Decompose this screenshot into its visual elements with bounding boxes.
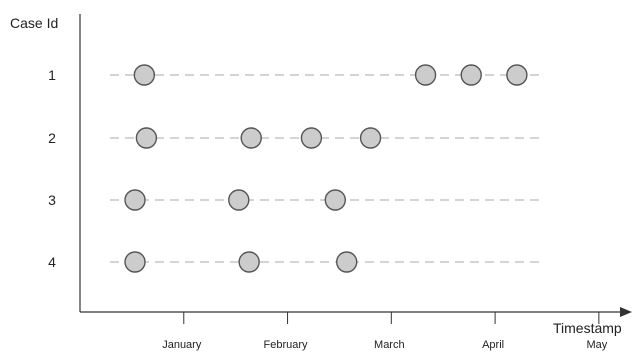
- event-point-case-3: [324, 189, 346, 211]
- y-tick-label: 1: [48, 67, 56, 83]
- event-point-case-3: [228, 189, 250, 211]
- x-axis-title: Timestamp: [553, 320, 622, 336]
- y-tick-label: 3: [48, 192, 56, 208]
- event-points: [124, 64, 528, 273]
- x-ticks: January February March April May: [162, 312, 608, 351]
- event-point-case-1: [506, 64, 528, 86]
- event-point-case-3: [124, 189, 146, 211]
- event-point-case-4: [124, 251, 146, 273]
- y-tick-label: 2: [48, 130, 56, 146]
- x-tick-label: February: [264, 339, 309, 351]
- event-point-case-2: [300, 127, 323, 149]
- x-tick-label: April: [482, 339, 504, 351]
- event-point-case-4: [335, 251, 358, 273]
- event-point-case-4: [238, 251, 260, 273]
- x-tick-label: May: [586, 339, 607, 351]
- y-axis-title: Case Id: [10, 15, 58, 31]
- x-tick-label: January: [162, 339, 202, 351]
- grid-lines: [110, 74, 545, 263]
- event-point-case-2: [359, 127, 382, 149]
- event-point-case-1: [133, 64, 156, 86]
- event-point-case-1: [460, 64, 482, 86]
- y-tick-label: 4: [48, 254, 56, 270]
- x-tick-label: March: [374, 339, 405, 351]
- event-point-case-2: [135, 127, 158, 149]
- y-tick-labels: 1 2 3 4: [48, 67, 56, 270]
- event-point-case-2: [240, 127, 262, 149]
- event-point-case-1: [414, 64, 437, 86]
